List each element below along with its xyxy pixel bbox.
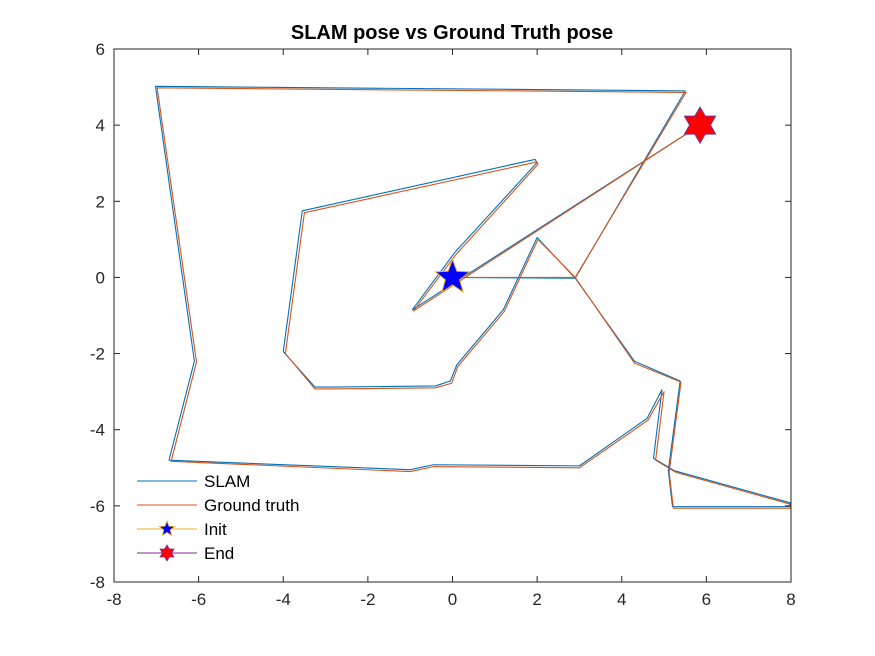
x-tick-label: -6	[191, 590, 206, 609]
marker-end	[683, 106, 717, 145]
y-tick-label: 4	[96, 116, 105, 135]
legend-entry-init: Init	[137, 519, 227, 539]
marker-init	[434, 258, 471, 294]
y-tick-label: 2	[96, 192, 105, 211]
legend: SLAM Ground truth Init End	[137, 472, 299, 563]
y-tick-label: -2	[90, 345, 105, 364]
legend-entry-end: End	[137, 544, 234, 563]
y-tick-label: -8	[90, 573, 105, 592]
series-line-ground-truth	[156, 87, 792, 509]
legend-entry-ground-truth: Ground truth	[137, 496, 299, 515]
y-tick-label: 6	[96, 40, 105, 59]
y-tick-label: -6	[90, 497, 105, 516]
legend-label: End	[204, 544, 234, 563]
legend-entry-slam: SLAM	[137, 472, 250, 491]
legend-label: Init	[204, 520, 227, 539]
legend-swatch-marker	[158, 519, 176, 537]
series-layer	[154, 85, 792, 509]
series-line-slam	[154, 85, 791, 508]
y-tick-label: 0	[96, 268, 105, 287]
y-tick-label: -4	[90, 421, 105, 440]
x-tick-label: 0	[448, 590, 457, 609]
x-tick-label: -4	[276, 590, 291, 609]
legend-swatch-marker	[159, 544, 175, 562]
marker-layer	[434, 106, 717, 294]
plot-area	[114, 49, 791, 582]
legend-label: SLAM	[204, 472, 250, 491]
x-tick-label: -2	[360, 590, 375, 609]
axis-layer: -8 -6 -4 -2 0 2 4 6 8 -8 -6 -4 -2 0 2 4 6	[90, 40, 796, 609]
x-tick-label: 6	[702, 590, 711, 609]
x-tick-label: 8	[786, 590, 795, 609]
x-tick-label: -8	[106, 590, 121, 609]
x-tick-label: 4	[617, 590, 626, 609]
chart-title: SLAM pose vs Ground Truth pose	[291, 22, 613, 44]
x-tick-label: 2	[532, 590, 541, 609]
legend-label: Ground truth	[204, 496, 299, 515]
